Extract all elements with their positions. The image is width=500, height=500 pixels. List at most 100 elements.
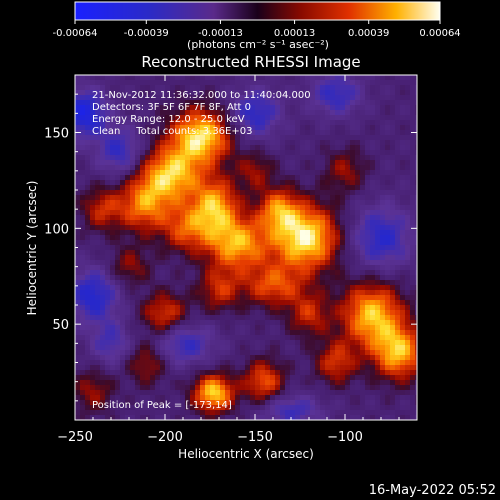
heatmap-cell [375,335,381,341]
heatmap-cell [120,365,126,371]
heatmap-cell [355,150,361,156]
heatmap-cell [130,110,136,116]
heatmap-cell [315,80,321,86]
heatmap-cell [205,130,211,136]
heatmap-cell [340,200,346,206]
heatmap-cell [345,405,351,411]
heatmap-cell [385,135,391,141]
heatmap-cell [105,350,111,356]
heatmap-cell [265,325,271,331]
heatmap-cell [415,175,417,181]
heatmap-cell [415,215,417,221]
heatmap-cell [315,350,321,356]
heatmap-cell [380,135,386,141]
heatmap-cell [415,305,417,311]
heatmap-cell [410,385,416,391]
heatmap-cell [305,330,311,336]
heatmap-cell [205,210,211,216]
heatmap-cell [395,300,401,306]
heatmap-cell [180,405,186,411]
heatmap-cell [270,90,276,96]
heatmap-cell [310,295,316,301]
heatmap-cell [275,365,281,371]
heatmap-cell [125,340,131,346]
heatmap-cell [80,250,86,256]
heatmap-cell [75,175,81,181]
heatmap-cell [355,180,361,186]
heatmap-cell [80,230,86,236]
heatmap-cell [90,155,96,161]
heatmap-cell [125,320,131,326]
heatmap-cell [190,145,196,151]
heatmap-cell [90,270,96,276]
heatmap-cell [235,165,241,171]
heatmap-cell [310,360,316,366]
heatmap-cell [270,355,276,361]
heatmap-cell [335,280,341,286]
heatmap-cell [365,165,371,171]
heatmap-cell [210,130,216,136]
heatmap-cell [75,365,81,371]
heatmap-cell [75,395,81,401]
heatmap-cell [385,205,391,211]
heatmap-cell [270,130,276,136]
heatmap-cell [215,80,221,86]
heatmap-cell [345,360,351,366]
heatmap-cell [130,370,136,376]
heatmap-cell [295,290,301,296]
heatmap-cell [145,405,151,411]
heatmap-cell [195,205,201,211]
heatmap-cell [185,330,191,336]
heatmap-cell [375,325,381,331]
heatmap-cell [190,340,196,346]
heatmap-cell [320,105,326,111]
heatmap-cell [255,245,261,251]
heatmap-cell [115,200,121,206]
heatmap-cell [230,340,236,346]
heatmap-cell [90,370,96,376]
heatmap-cell [195,410,201,416]
heatmap-cell [310,305,316,311]
heatmap-cell [340,210,346,216]
heatmap-cell [245,130,251,136]
heatmap-cell [85,120,91,126]
heatmap-cell [275,310,281,316]
heatmap-cell [290,150,296,156]
heatmap-cell [385,215,391,221]
heatmap-cell [265,200,271,206]
heatmap-cell [350,230,356,236]
heatmap-cell [250,165,256,171]
heatmap-cell [115,185,121,191]
heatmap-cell [130,210,136,216]
heatmap-cell [125,240,131,246]
heatmap-cell [380,130,386,136]
heatmap-cell [145,260,151,266]
heatmap-cell [275,185,281,191]
heatmap-cell [405,125,411,131]
heatmap-cell [215,225,221,231]
heatmap-cell [145,80,151,86]
heatmap-cell [365,205,371,211]
heatmap-cell [315,410,321,416]
heatmap-cell [175,365,181,371]
heatmap-cell [80,205,86,211]
heatmap-cell [320,315,326,321]
heatmap-cell [350,245,356,251]
heatmap-cell [175,320,181,326]
heatmap-cell [405,345,411,351]
heatmap-cell [220,155,226,161]
heatmap-cell [400,355,406,361]
heatmap-cell [290,300,296,306]
heatmap-cell [405,335,411,341]
heatmap-cell [110,210,116,216]
heatmap-cell [110,175,116,181]
heatmap-cell [230,270,236,276]
heatmap-cell [415,145,417,151]
heatmap-cell [120,320,126,326]
heatmap-cell [90,140,96,146]
heatmap-cell [175,250,181,256]
heatmap-cell [110,385,116,391]
heatmap-cell [90,225,96,231]
heatmap-cell [375,90,381,96]
heatmap-cell [405,275,411,281]
